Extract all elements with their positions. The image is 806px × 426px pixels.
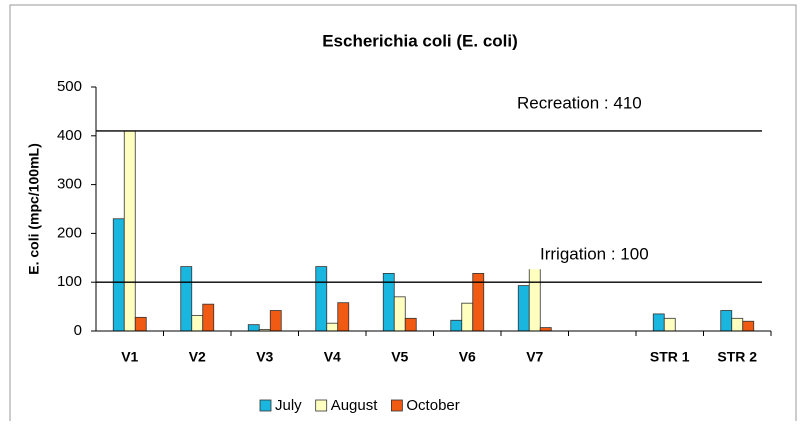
bar: [731, 317, 744, 332]
bar: [742, 320, 755, 332]
bar: [202, 303, 215, 332]
x-tick-label: V4: [324, 349, 341, 365]
y-tick-label: 100: [57, 273, 82, 290]
y-tick-label: 300: [57, 176, 82, 193]
x-tick-label: V2: [189, 349, 206, 365]
bar: [663, 317, 676, 332]
bar: [517, 285, 530, 332]
bar: [134, 316, 147, 332]
x-tick-label: V7: [526, 349, 543, 365]
bar: [450, 319, 463, 332]
bar: [269, 310, 282, 332]
legend-swatch: [390, 399, 403, 412]
y-tick-label: 500: [57, 78, 82, 95]
bar: [247, 324, 260, 332]
bar: [112, 218, 125, 332]
y-axis-label: E. coli (mpc/100mL): [26, 143, 42, 274]
y-tick-label: 400: [57, 127, 82, 144]
reference-label: Irrigation : 100: [540, 245, 649, 264]
legend-swatch: [315, 399, 328, 412]
bar: [720, 310, 733, 332]
x-tick-label: V5: [391, 349, 408, 365]
label-background: [527, 239, 767, 270]
bar: [326, 322, 339, 332]
chart-frame: [9, 4, 797, 426]
x-tick-label: V6: [459, 349, 476, 365]
bar: [315, 266, 328, 332]
bar: [404, 317, 417, 332]
legend-label: July: [275, 397, 302, 414]
bar: [337, 302, 350, 332]
bar: [652, 313, 665, 332]
y-tick-label: 0: [74, 322, 82, 339]
x-tick-label: STR 2: [717, 349, 757, 365]
legend-label: August: [331, 397, 379, 414]
bar: [461, 302, 474, 332]
legend-label: October: [406, 397, 459, 414]
x-tick-label: V3: [256, 349, 273, 365]
bar: [539, 327, 552, 332]
y-tick-label: 200: [57, 224, 82, 241]
bar: [180, 266, 193, 332]
chart-title: Escherichia coli (E. coli): [322, 31, 518, 50]
x-tick-label: V1: [121, 349, 138, 365]
bar: [191, 314, 204, 332]
reference-label: Recreation : 410: [517, 93, 642, 112]
bar: [393, 296, 406, 332]
legend-swatch: [259, 399, 272, 412]
bar: [123, 130, 136, 332]
bar: [528, 261, 541, 332]
x-tick-label: STR 1: [650, 349, 690, 365]
